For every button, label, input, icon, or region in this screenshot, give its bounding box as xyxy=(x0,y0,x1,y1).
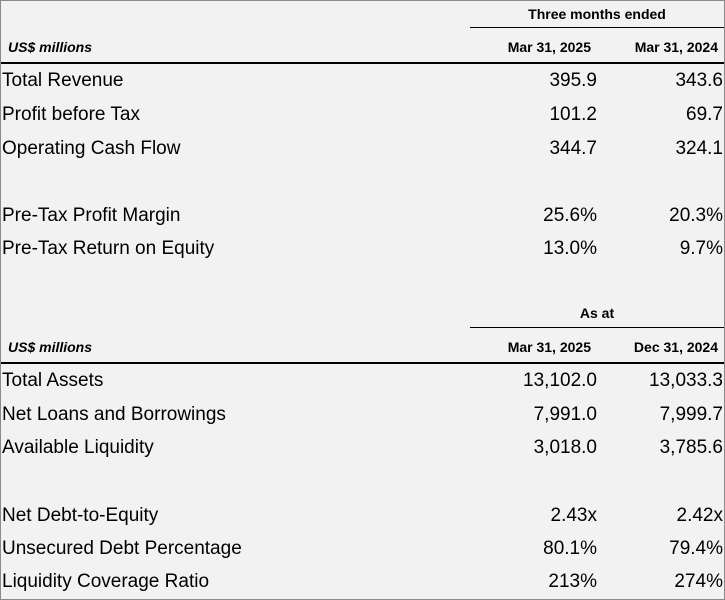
row-label: Net Loans and Borrowings xyxy=(2,404,226,425)
row-label: Total Revenue xyxy=(2,70,124,91)
column-header: Mar 31, 2025 xyxy=(507,39,591,55)
column-header: Mar 31, 2025 xyxy=(507,339,591,355)
row-value: 344.7 xyxy=(549,138,597,159)
row-value: 20.3% xyxy=(669,205,723,226)
row-label: Pre-Tax Profit Margin xyxy=(2,205,181,226)
row-value: 9.7% xyxy=(679,238,723,259)
table-row: Available Liquidity 3,018.0 3,785.6 xyxy=(1,431,724,464)
table-row: Profit before Tax 101.2 69.7 xyxy=(1,98,724,131)
row-value: 7,991.0 xyxy=(533,404,597,425)
column-header-row: US$ millions Mar 31, 2025 Mar 31, 2024 xyxy=(1,34,724,64)
row-label: Operating Cash Flow xyxy=(2,138,181,159)
table-row: Liquidity Coverage Ratio 213% 274% xyxy=(1,565,724,598)
table-row: Operating Cash Flow 344.7 324.1 xyxy=(1,132,724,165)
row-label: Pre-Tax Return on Equity xyxy=(2,238,215,259)
row-value: 343.6 xyxy=(675,70,723,91)
row-value: 2.42x xyxy=(676,505,723,526)
row-value: 274% xyxy=(674,571,723,592)
row-value: 3,785.6 xyxy=(659,437,723,458)
table-row: Total Assets 13,102.0 13,033.3 xyxy=(1,364,724,397)
table-row: Unsecured Debt Percentage 80.1% 79.4% xyxy=(1,532,724,565)
row-value: 80.1% xyxy=(543,538,597,559)
row-value: 2.43x xyxy=(550,505,597,526)
row-value: 3,018.0 xyxy=(533,437,597,458)
row-value: 101.2 xyxy=(549,104,597,125)
row-label: Total Assets xyxy=(2,370,104,391)
row-value: 13,102.0 xyxy=(523,370,597,391)
unit-label: US$ millions xyxy=(8,339,93,355)
column-header-row: US$ millions Mar 31, 2025 Dec 31, 2024 xyxy=(1,334,724,364)
row-label: Available Liquidity xyxy=(2,437,154,458)
unit-label: US$ millions xyxy=(8,39,93,55)
row-value: 13,033.3 xyxy=(649,370,723,391)
row-value: 7,999.7 xyxy=(659,404,723,425)
row-label: Net Debt-to-Equity xyxy=(2,505,159,526)
row-label: Profit before Tax xyxy=(2,104,141,125)
table-row: Total Revenue 395.9 343.6 xyxy=(1,64,724,97)
row-value: 213% xyxy=(548,571,597,592)
row-value: 25.6% xyxy=(543,205,597,226)
row-value: 69.7 xyxy=(686,104,723,125)
row-value: 395.9 xyxy=(549,70,597,91)
row-value: 324.1 xyxy=(675,138,723,159)
row-value: 13.0% xyxy=(543,238,597,259)
table-row: Net Loans and Borrowings 7,991.0 7,999.7 xyxy=(1,398,724,431)
column-header: Dec 31, 2024 xyxy=(633,339,718,355)
group-header-three-months: Three months ended xyxy=(470,6,724,28)
table-row: Pre-Tax Return on Equity 13.0% 9.7% xyxy=(1,232,724,265)
table-row: Pre-Tax Profit Margin 25.6% 20.3% xyxy=(1,199,724,232)
row-value: 79.4% xyxy=(669,538,723,559)
column-header: Mar 31, 2024 xyxy=(634,39,718,55)
row-label: Liquidity Coverage Ratio xyxy=(2,571,210,592)
row-label: Unsecured Debt Percentage xyxy=(2,538,242,559)
table-row: Net Debt-to-Equity 2.43x 2.42x xyxy=(1,499,724,532)
group-header-as-at: As at xyxy=(470,305,724,328)
